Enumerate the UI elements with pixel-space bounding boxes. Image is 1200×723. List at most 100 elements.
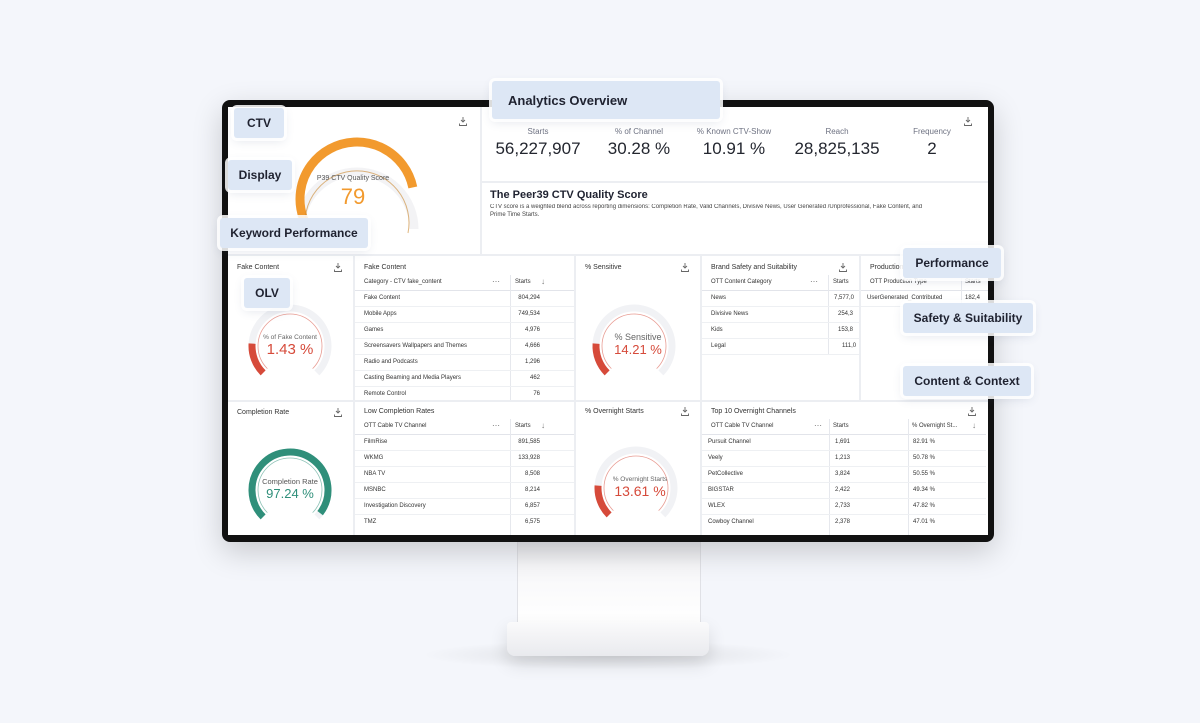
- column-header[interactable]: Starts: [833, 279, 849, 285]
- table-cell: Casting Beaming and Media Players: [364, 375, 462, 381]
- tag-olv[interactable]: OLV: [244, 278, 290, 308]
- table-cell: 254,3: [838, 311, 854, 317]
- low-completion-table: OTT Cable TV Channel ⋯ Starts ↓ FilmRise…: [355, 419, 574, 535]
- table-row[interactable]: Investigation Discovery 6,857: [355, 498, 574, 515]
- column-divider: [961, 275, 962, 307]
- table-cell: 50.78 %: [913, 455, 936, 461]
- tag-keyword-performance[interactable]: Keyword Performance: [220, 218, 368, 248]
- kpi-reach: Reach 28,825,135: [782, 127, 892, 159]
- table-cell: BIGSTAR: [708, 487, 734, 493]
- table-cell: Mobile Apps: [364, 311, 397, 317]
- gauge-fill-arc: [248, 343, 266, 376]
- table-cell: PetCollective: [708, 471, 744, 477]
- column-header[interactable]: Starts: [515, 279, 531, 285]
- table-cell: FilmRise: [364, 439, 388, 445]
- table-row[interactable]: MSNBC 8,214: [355, 482, 574, 499]
- tag-content-context[interactable]: Content & Context: [903, 366, 1031, 396]
- table-row[interactable]: Remote Control 76: [355, 386, 574, 402]
- table-row[interactable]: Casting Beaming and Media Players 462: [355, 370, 574, 387]
- table-row[interactable]: Radio and Podcasts 1,296: [355, 354, 574, 371]
- table-cell: WLEX: [708, 503, 726, 509]
- table-header: OTT Content Category ⋯ Starts: [702, 275, 859, 291]
- arrow-down-icon[interactable]: ↓: [972, 421, 976, 430]
- table-row[interactable]: PetCollective 3,824 50.55 %: [702, 466, 986, 483]
- fake-content-gauge: [248, 304, 332, 376]
- kpi-starts: Starts 56,227,907: [488, 127, 588, 159]
- table-cell: 50.55 %: [913, 471, 936, 477]
- column-header[interactable]: % Overnight St...: [912, 423, 958, 429]
- table-cell: 47.01 %: [913, 519, 936, 525]
- download-icon[interactable]: [839, 263, 847, 272]
- tag-performance[interactable]: Performance: [903, 248, 1001, 278]
- ellipsis-icon[interactable]: ⋯: [492, 277, 500, 286]
- download-icon[interactable]: [334, 408, 342, 417]
- quality-description-line1: CTV score is a weighted blend across rep…: [490, 204, 923, 210]
- table-row[interactable]: Mobile Apps 749,534: [355, 306, 574, 323]
- download-icon[interactable]: [681, 263, 689, 272]
- column-header[interactable]: OTT Cable TV Channel: [364, 423, 427, 429]
- column-header[interactable]: Starts: [965, 279, 981, 285]
- low-completion-table-panel: Low Completion Rates OTT Cable TV Channe…: [355, 402, 574, 535]
- table-row[interactable]: Legal 111,0: [702, 338, 859, 355]
- table-row[interactable]: Cowboy Channel 2,378 47.01 %: [702, 514, 986, 530]
- table-cell: 804,294: [518, 295, 540, 301]
- table-row[interactable]: NBA TV 8,508: [355, 466, 574, 483]
- quality-score-value: 79: [340, 184, 366, 209]
- panel-title: Fake Content: [237, 264, 280, 271]
- ellipsis-icon[interactable]: ⋯: [810, 277, 818, 286]
- table-cell: 49.34 %: [913, 487, 936, 493]
- table-cell: News: [711, 295, 727, 301]
- table-row[interactable]: BIGSTAR 2,422 49.34 %: [702, 482, 986, 499]
- tag-ctv[interactable]: CTV: [234, 108, 284, 138]
- overnight-channels-table-panel: Top 10 Overnight Channels OTT Cable TV C…: [702, 402, 988, 535]
- column-header[interactable]: Starts: [515, 423, 531, 429]
- gauge-value: 1.43 %: [266, 341, 314, 358]
- download-icon[interactable]: [459, 117, 467, 126]
- table-row[interactable]: TMZ 6,575: [355, 514, 574, 530]
- table-row[interactable]: FilmRise 891,585: [355, 434, 574, 451]
- table-row[interactable]: WKMG 133,928: [355, 450, 574, 467]
- column-header[interactable]: OTT Production Type: [870, 279, 927, 285]
- table-row[interactable]: Pursuit Channel 1,691 82.91 %: [702, 434, 986, 451]
- completion-gauge-panel: Completion Rate Completion Rate 97.24 %: [228, 402, 353, 535]
- download-icon[interactable]: [964, 117, 972, 126]
- monitor-base: [507, 622, 709, 656]
- tag-analytics-overview[interactable]: Analytics Overview: [492, 81, 720, 119]
- panel-title: % Overnight Starts: [585, 408, 644, 415]
- ellipsis-icon[interactable]: ⋯: [492, 421, 500, 430]
- gauge-label: % of Fake Content: [263, 334, 317, 341]
- tag-display[interactable]: Display: [228, 160, 292, 190]
- table-cell: 8,214: [524, 487, 540, 493]
- download-icon[interactable]: [334, 263, 342, 272]
- column-header[interactable]: Category - CTV fake_content: [364, 279, 442, 285]
- quality-description-title: The Peer39 CTV Quality Score: [490, 189, 648, 201]
- arrow-down-icon[interactable]: ↓: [541, 277, 545, 286]
- table-row[interactable]: Games 4,976: [355, 322, 574, 339]
- kpi-value: 2: [927, 139, 937, 158]
- table-cell: Cowboy Channel: [708, 519, 754, 525]
- table-row[interactable]: Screensavers Wallpapers and Themes 4,666: [355, 338, 574, 355]
- kpi-label: Reach: [825, 127, 849, 136]
- table-row[interactable]: Fake Content 804,294: [355, 290, 574, 307]
- column-header[interactable]: Starts: [833, 423, 849, 429]
- column-header[interactable]: OTT Cable TV Channel: [711, 423, 774, 429]
- table-cell: 6,857: [524, 503, 540, 509]
- quality-description-line2: Prime Time Starts.: [490, 212, 540, 218]
- table-row[interactable]: Veely 1,213 50.78 %: [702, 450, 986, 467]
- table-row[interactable]: News 7,577,0: [702, 290, 859, 307]
- table-header: OTT Production Type Starts: [861, 275, 988, 291]
- tag-safety-suitability[interactable]: Safety & Suitability: [903, 303, 1033, 333]
- gauge-fill-arc: [594, 485, 612, 518]
- kpi-label: Starts: [527, 127, 549, 136]
- table-row[interactable]: Divisive News 254,3: [702, 306, 859, 323]
- column-header[interactable]: OTT Content Category: [711, 279, 772, 285]
- arrow-down-icon[interactable]: ↓: [541, 421, 545, 430]
- table-row[interactable]: Kids 153,8: [702, 322, 859, 339]
- table-cell: Screensavers Wallpapers and Themes: [364, 343, 468, 349]
- table-cell: Radio and Podcasts: [364, 359, 418, 365]
- download-icon[interactable]: [681, 407, 689, 416]
- ellipsis-icon[interactable]: ⋯: [814, 421, 822, 430]
- overnight-label-group: % Overnight Starts 13.61 %: [590, 476, 690, 499]
- download-icon[interactable]: [968, 407, 976, 416]
- table-row[interactable]: WLEX 2,733 47.82 %: [702, 498, 986, 515]
